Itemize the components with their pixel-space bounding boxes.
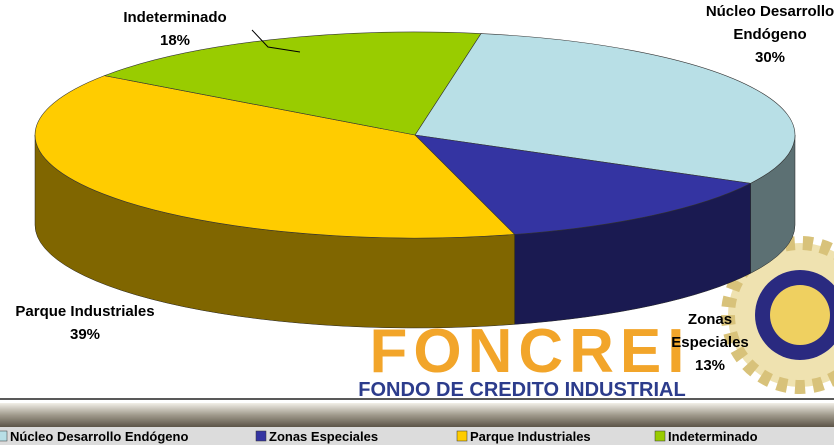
legend-bar bbox=[0, 427, 834, 445]
legend-label: Núcleo Desarrollo Endógeno bbox=[10, 429, 188, 444]
slice bbox=[414, 134, 752, 235]
label-value: 13% bbox=[694, 357, 726, 374]
legend-label: Zonas Especiales bbox=[269, 429, 378, 444]
legend-swatch bbox=[0, 430, 8, 442]
label-value: 39% bbox=[69, 326, 101, 343]
logo: FONCREI FONDO DE CREDITO INDUSTRIAL bbox=[358, 236, 834, 401]
label-name: Núcleo Desarrollo Endógeno bbox=[705, 3, 834, 43]
legend-swatch bbox=[456, 430, 468, 442]
label-value: 18% bbox=[159, 32, 191, 49]
data-label: Indeterminado 18% bbox=[123, 9, 227, 49]
label-value: 30% bbox=[754, 49, 786, 66]
legend-swatch bbox=[654, 430, 666, 442]
legend-label: Indeterminado bbox=[668, 429, 758, 444]
slice bbox=[103, 31, 482, 136]
label-name: Zonas Especiales bbox=[671, 311, 749, 351]
slice bbox=[414, 33, 796, 184]
legend-swatch bbox=[255, 430, 267, 442]
slice bbox=[34, 75, 516, 239]
data-label: Núcleo Desarrollo Endógeno 30% bbox=[705, 3, 834, 66]
logo-core-inner bbox=[770, 285, 830, 345]
footer-band bbox=[0, 403, 834, 427]
logo-name: FONCREI bbox=[370, 317, 691, 386]
leader-line bbox=[251, 29, 301, 53]
label-name: Parque Industriales bbox=[15, 303, 155, 320]
data-label: Parque Industriales 39% bbox=[15, 303, 155, 343]
logo-tagline: FONDO DE CREDITO INDUSTRIAL bbox=[358, 379, 685, 401]
pie bbox=[34, 31, 796, 329]
data-label: Zonas Especiales 13% bbox=[671, 311, 749, 374]
label-name: Indeterminado bbox=[123, 9, 227, 26]
legend-label: Parque Industriales bbox=[470, 429, 591, 444]
